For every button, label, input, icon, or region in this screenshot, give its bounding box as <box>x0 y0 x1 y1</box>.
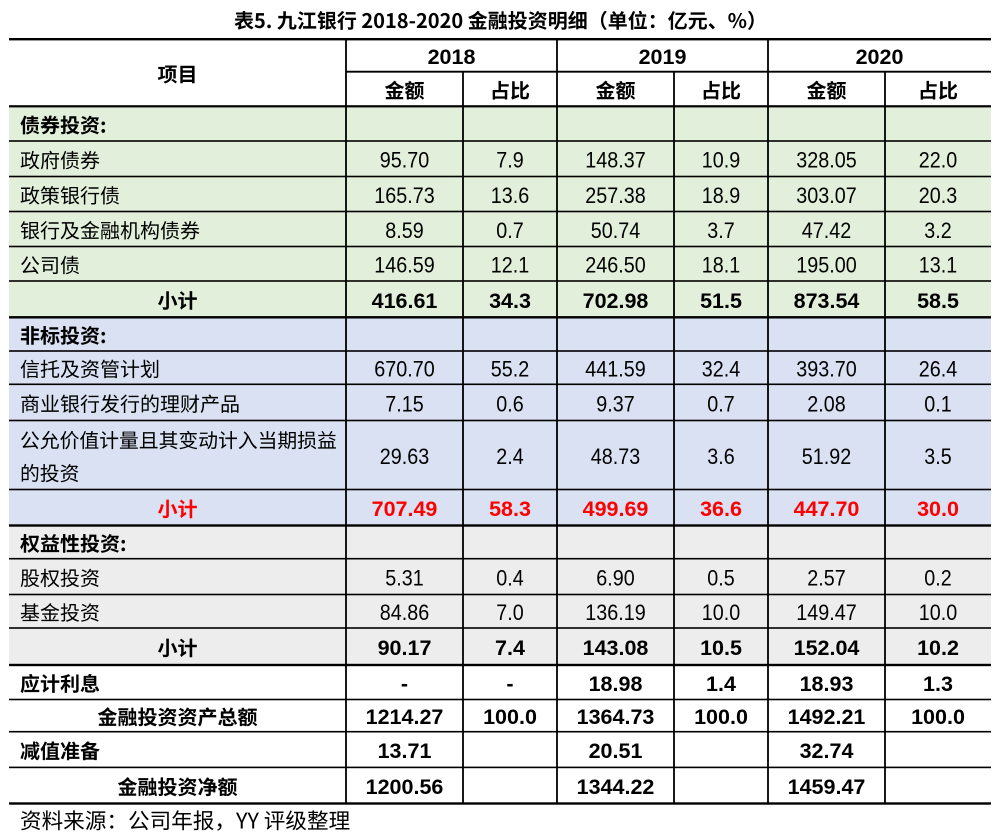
svg-text:2.08: 2.08 <box>807 391 845 416</box>
svg-text:416.61: 416.61 <box>372 289 438 313</box>
svg-text:447.70: 447.70 <box>794 497 860 521</box>
svg-text:18.98: 18.98 <box>589 672 643 696</box>
svg-text:7.15: 7.15 <box>385 391 423 416</box>
svg-text:48.73: 48.73 <box>591 444 640 469</box>
svg-text:1364.73: 1364.73 <box>577 705 655 729</box>
svg-text:51.92: 51.92 <box>802 444 851 469</box>
svg-text:50.74: 50.74 <box>591 218 640 243</box>
svg-text:246.50: 246.50 <box>585 253 645 278</box>
svg-text:13.6: 13.6 <box>491 183 529 208</box>
svg-text:36.6: 36.6 <box>700 497 742 521</box>
svg-text:9.37: 9.37 <box>596 391 634 416</box>
svg-text:10.5: 10.5 <box>700 636 742 660</box>
svg-text:707.49: 707.49 <box>372 497 438 521</box>
svg-text:1200.56: 1200.56 <box>366 775 444 799</box>
svg-text:0.2: 0.2 <box>924 566 951 591</box>
svg-text:18.1: 18.1 <box>702 253 740 278</box>
svg-text:10.9: 10.9 <box>702 148 740 173</box>
svg-text:18.9: 18.9 <box>702 183 740 208</box>
svg-text:0.4: 0.4 <box>496 566 523 591</box>
svg-text:3.6: 3.6 <box>707 444 734 469</box>
svg-text:58.5: 58.5 <box>917 289 959 313</box>
svg-text:13.71: 13.71 <box>378 739 432 763</box>
svg-text:2019: 2019 <box>639 45 687 69</box>
svg-text:26.4: 26.4 <box>919 357 957 382</box>
svg-text:0.1: 0.1 <box>924 391 951 416</box>
svg-text:165.73: 165.73 <box>374 183 434 208</box>
svg-text:152.04: 152.04 <box>794 636 860 660</box>
svg-text:10.0: 10.0 <box>919 600 957 625</box>
svg-text:22.0: 22.0 <box>919 148 957 173</box>
svg-text:2018: 2018 <box>428 45 476 69</box>
svg-text:7.9: 7.9 <box>496 148 523 173</box>
svg-text:499.69: 499.69 <box>583 497 649 521</box>
svg-text:32.4: 32.4 <box>702 357 740 382</box>
svg-text:13.1: 13.1 <box>919 253 957 278</box>
svg-text:12.1: 12.1 <box>491 253 529 278</box>
svg-text:2020: 2020 <box>856 45 904 69</box>
svg-text:51.5: 51.5 <box>700 289 742 313</box>
svg-text:393.70: 393.70 <box>796 357 856 382</box>
svg-text:100.0: 100.0 <box>483 705 537 729</box>
svg-text:1459.47: 1459.47 <box>788 775 866 799</box>
svg-text:20.51: 20.51 <box>589 739 643 763</box>
svg-text:32.74: 32.74 <box>800 739 854 763</box>
svg-text:2.4: 2.4 <box>496 444 523 469</box>
svg-text:257.38: 257.38 <box>585 183 645 208</box>
svg-text:0.5: 0.5 <box>707 566 734 591</box>
svg-text:10.2: 10.2 <box>917 636 959 660</box>
svg-text:195.00: 195.00 <box>796 253 856 278</box>
svg-text:3.7: 3.7 <box>707 218 734 243</box>
svg-text:3.2: 3.2 <box>924 218 951 243</box>
svg-text:146.59: 146.59 <box>374 253 434 278</box>
svg-text:0.7: 0.7 <box>496 218 523 243</box>
svg-text:8.59: 8.59 <box>385 218 423 243</box>
svg-text:90.17: 90.17 <box>378 636 432 660</box>
svg-text:1.4: 1.4 <box>706 672 736 696</box>
svg-text:95.70: 95.70 <box>380 148 429 173</box>
svg-text:-: - <box>506 672 513 696</box>
svg-text:1492.21: 1492.21 <box>788 705 866 729</box>
svg-text:100.0: 100.0 <box>911 705 965 729</box>
svg-text:7.4: 7.4 <box>495 636 525 660</box>
svg-text:6.90: 6.90 <box>596 566 634 591</box>
svg-text:20.3: 20.3 <box>919 183 957 208</box>
svg-text:5.31: 5.31 <box>385 566 423 591</box>
svg-text:143.08: 143.08 <box>583 636 649 660</box>
svg-text:58.3: 58.3 <box>489 497 531 521</box>
svg-text:18.93: 18.93 <box>800 672 854 696</box>
svg-text:84.86: 84.86 <box>380 600 429 625</box>
svg-text:0.7: 0.7 <box>707 391 734 416</box>
svg-text:148.37: 148.37 <box>585 148 645 173</box>
svg-text:29.63: 29.63 <box>380 444 429 469</box>
svg-text:7.0: 7.0 <box>496 600 523 625</box>
svg-text:303.07: 303.07 <box>796 183 856 208</box>
svg-text:1214.27: 1214.27 <box>366 705 444 729</box>
svg-text:702.98: 702.98 <box>583 289 649 313</box>
svg-text:47.42: 47.42 <box>802 218 851 243</box>
svg-text:873.54: 873.54 <box>794 289 860 313</box>
svg-text:328.05: 328.05 <box>796 148 856 173</box>
svg-text:1344.22: 1344.22 <box>577 775 655 799</box>
svg-text:30.0: 30.0 <box>917 497 959 521</box>
svg-text:670.70: 670.70 <box>374 357 434 382</box>
svg-text:2.57: 2.57 <box>807 566 845 591</box>
svg-text:-: - <box>401 672 408 696</box>
svg-text:1.3: 1.3 <box>923 672 953 696</box>
svg-text:100.0: 100.0 <box>694 705 748 729</box>
svg-text:149.47: 149.47 <box>796 600 856 625</box>
svg-text:441.59: 441.59 <box>585 357 645 382</box>
svg-text:55.2: 55.2 <box>491 357 529 382</box>
svg-text:34.3: 34.3 <box>489 289 531 313</box>
svg-text:0.6: 0.6 <box>496 391 523 416</box>
svg-text:3.5: 3.5 <box>924 444 951 469</box>
svg-text:136.19: 136.19 <box>585 600 645 625</box>
svg-text:10.0: 10.0 <box>702 600 740 625</box>
